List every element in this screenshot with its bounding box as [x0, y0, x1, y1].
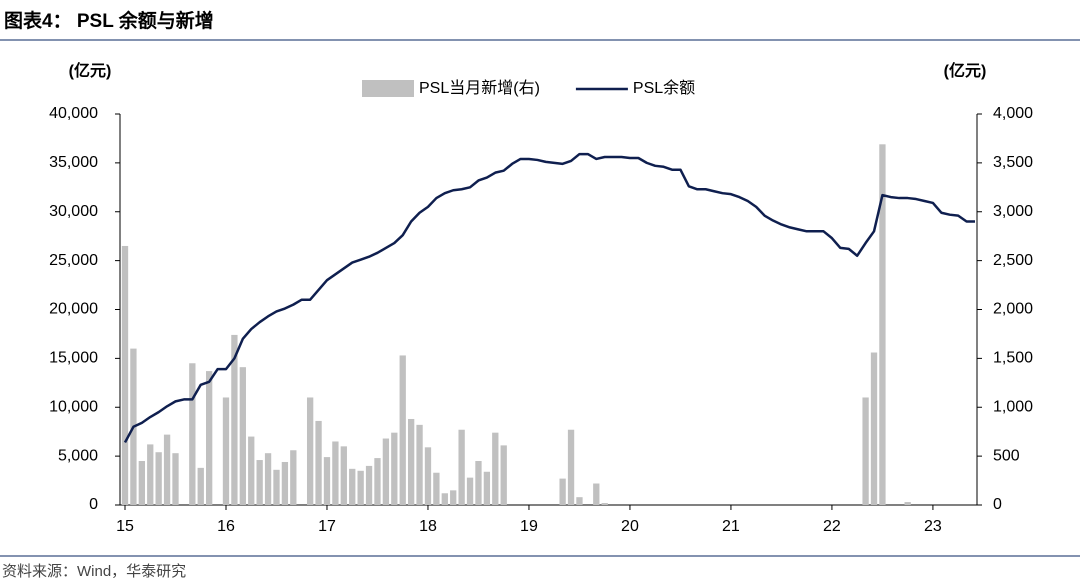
bar — [197, 467, 204, 505]
source: 资料来源：Wind，华泰研究 — [2, 563, 186, 580]
bar — [365, 465, 373, 505]
bar — [163, 434, 171, 505]
bar — [559, 478, 566, 505]
x-tick-label: 20 — [621, 518, 639, 535]
bar — [340, 446, 347, 505]
y-tick-label: 20,000 — [49, 301, 98, 318]
y2-tick-label: 2,500 — [993, 252, 1033, 269]
bar — [601, 503, 608, 505]
x-tick-label: 19 — [520, 518, 538, 535]
bar — [458, 429, 465, 505]
bar — [231, 334, 238, 505]
bar — [483, 471, 491, 505]
bar — [567, 429, 575, 505]
bar — [206, 371, 213, 505]
bar — [492, 432, 499, 505]
y2-tick-label: 500 — [993, 447, 1020, 464]
page-title: 图表4： PSL 余额与新增 — [4, 9, 214, 32]
bar — [121, 245, 129, 505]
y-tick-label: 40,000 — [49, 105, 98, 122]
y-unit: (亿元) — [69, 61, 112, 80]
bar — [475, 461, 482, 505]
bar — [264, 453, 272, 505]
bar — [248, 436, 255, 505]
bar — [862, 397, 869, 505]
y2-tick-label: 1,000 — [993, 398, 1033, 415]
x-tick-label: 17 — [318, 518, 336, 535]
y2-tick-label: 2,000 — [993, 301, 1033, 318]
bar — [904, 502, 911, 505]
bar — [593, 483, 600, 505]
bar — [306, 397, 314, 505]
bar — [281, 461, 289, 505]
y-tick-label: 0 — [89, 496, 98, 513]
line — [123, 152, 975, 444]
bar — [189, 363, 196, 505]
bar — [424, 447, 432, 505]
x-tick-label: 22 — [823, 518, 841, 535]
bar — [416, 424, 423, 505]
bar — [391, 432, 398, 505]
bar — [576, 497, 583, 505]
legend-swatch — [362, 80, 414, 97]
x-tick-label: 16 — [217, 518, 235, 535]
y2-tick-label: 4,000 — [993, 105, 1033, 122]
bar — [315, 420, 322, 505]
x-tick-label: 15 — [116, 518, 134, 535]
bar — [870, 352, 878, 505]
bar — [147, 444, 154, 505]
y-tick-label: 15,000 — [49, 350, 98, 367]
x-tick-label: 23 — [924, 518, 942, 535]
y2-unit: (亿元) — [944, 61, 987, 80]
bar — [382, 438, 390, 505]
bar — [256, 460, 263, 505]
bar — [374, 458, 381, 505]
bar — [239, 367, 246, 505]
y-tick-label: 35,000 — [49, 154, 98, 171]
bar — [466, 477, 474, 505]
bar — [138, 461, 145, 505]
x-tick-label: 21 — [722, 518, 740, 535]
y-tick-label: 30,000 — [49, 203, 98, 220]
y-tick-label: 5,000 — [58, 447, 98, 464]
legend-label: PSL余额 — [633, 78, 695, 97]
bar — [357, 470, 364, 505]
bar — [450, 490, 457, 505]
bar — [172, 453, 179, 505]
x-tick-label: 18 — [419, 518, 437, 535]
bar — [441, 493, 448, 505]
bar — [349, 468, 356, 505]
y2-tick-label: 3,500 — [993, 154, 1033, 171]
y2-tick-label: 3,000 — [993, 203, 1033, 220]
y2-tick-label: 0 — [993, 496, 1002, 513]
bar — [433, 472, 440, 505]
y-tick-label: 25,000 — [49, 252, 98, 269]
bar — [500, 445, 507, 505]
bar — [155, 452, 162, 505]
bar — [879, 144, 886, 506]
bar — [273, 469, 280, 505]
bar — [399, 355, 406, 505]
y-tick-label: 10,000 — [49, 398, 98, 415]
bar — [323, 457, 331, 505]
bar — [222, 397, 230, 505]
y2-tick-label: 1,500 — [993, 350, 1033, 367]
bar — [332, 441, 339, 505]
bar — [290, 450, 297, 505]
bar — [407, 418, 415, 505]
legend-label: PSL当月新增(右) — [419, 79, 540, 97]
